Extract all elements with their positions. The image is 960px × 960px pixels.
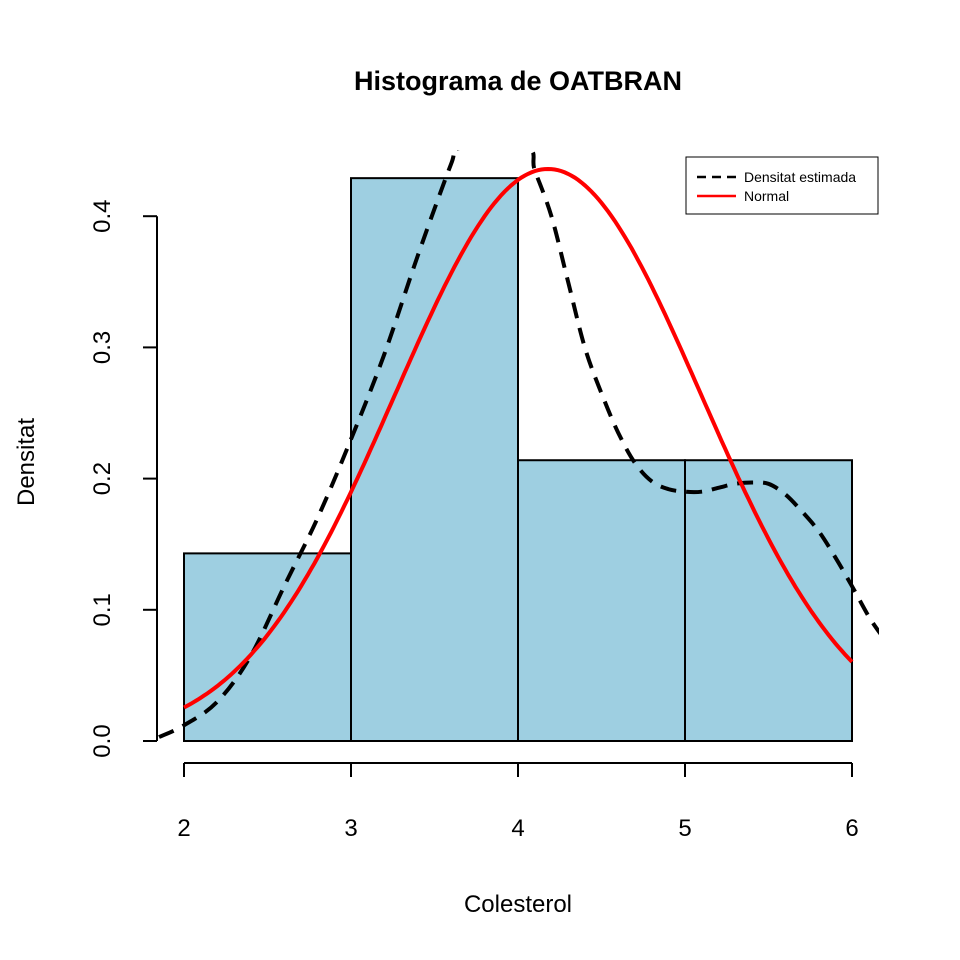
x-tick-label: 2	[177, 815, 190, 842]
y-tick-label: 0.2	[89, 462, 116, 495]
histogram-bar-4	[684, 459, 853, 742]
y-tick-label: 0.4	[89, 200, 116, 233]
chart-legend: Densitat estimada Normal	[685, 156, 879, 215]
histogram-bar-1	[183, 552, 352, 742]
histogram-bars	[183, 177, 853, 743]
legend-label-normal: Normal	[744, 188, 789, 204]
y-tick-label: 0.0	[89, 724, 116, 757]
x-axis: 2 3 4 5 6	[177, 762, 859, 842]
x-tick-label: 3	[344, 815, 357, 842]
x-tick-label: 5	[678, 815, 691, 842]
density-estimate-line	[158, 150, 879, 739]
histogram-bar-3	[517, 459, 686, 742]
normal-curve-line	[183, 166, 854, 710]
x-tick-label: 4	[511, 815, 524, 842]
x-axis-label: Colesterol	[464, 891, 572, 918]
y-tick-label: 0.3	[89, 331, 116, 364]
legend-box	[685, 156, 879, 215]
density-curves	[158, 150, 879, 739]
chart-title: Histograma de OATBRAN	[354, 66, 682, 96]
legend-label-densitat: Densitat estimada	[744, 169, 856, 185]
x-tick-label: 6	[845, 815, 858, 842]
y-axis-label: Densitat	[13, 418, 40, 506]
histogram-bar-2	[350, 177, 519, 743]
y-tick-label: 0.1	[89, 593, 116, 626]
y-axis: 0.0 0.1 0.2 0.3 0.4	[89, 200, 158, 758]
